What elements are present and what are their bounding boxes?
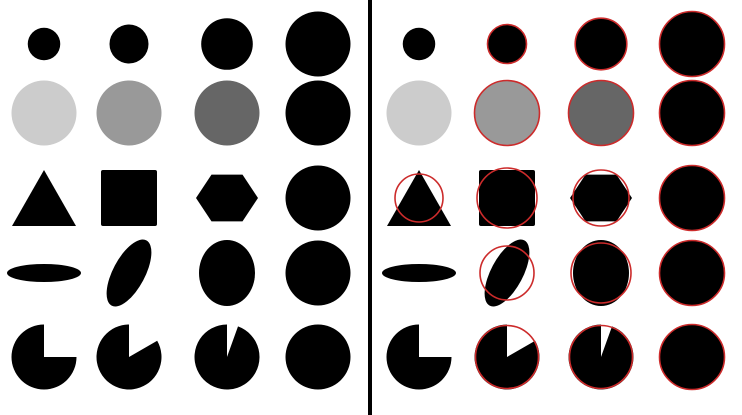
fit-circle-r4-c2	[479, 245, 535, 301]
fit-circle-r3-c3	[572, 169, 630, 227]
shape-r3-c4-circle	[659, 165, 725, 231]
shape-r3-c3-hexagon	[196, 174, 258, 222]
fit-circle-r5-c3	[568, 324, 634, 390]
shape-r5-c2-pie	[474, 324, 540, 390]
fit-circle-r5-c4	[658, 323, 726, 391]
shape-r1-c2-circle	[487, 24, 527, 64]
shape-r1-c4-circle	[285, 11, 351, 77]
shape-r4-c3-ellipse-upright	[199, 240, 255, 306]
shape-r1-c1-circle	[27, 27, 61, 61]
shape-r2-c3-circle	[568, 80, 634, 146]
right-panel	[382, 10, 726, 391]
shape-r5-c3-pie	[568, 324, 634, 390]
fit-circle-r2-c3	[567, 79, 635, 147]
shape-r2-c2-circle	[96, 80, 162, 146]
shape-r4-c4-circle	[659, 240, 725, 306]
shape-r1-c3-circle	[575, 18, 627, 70]
fit-circle-r1-c2	[486, 23, 528, 65]
shape-r2-c2-circle	[474, 80, 540, 146]
fit-circle-r3-c1	[394, 173, 444, 223]
fit-circle-r3-c4	[658, 164, 726, 232]
fit-circle-r4-c3	[570, 242, 632, 304]
panel-divider	[368, 0, 372, 415]
shape-r4-c2-ellipse-tilted	[106, 239, 152, 307]
fit-circle-r2-c4	[658, 79, 726, 147]
fit-circle-r1-c4	[658, 10, 726, 78]
fit-circle-r3-c2	[476, 167, 538, 229]
shape-r4-c1-ellipse-flat	[382, 264, 456, 282]
shape-r5-c2-pie	[96, 324, 162, 390]
shape-r3-c2-square	[101, 170, 157, 226]
shape-r5-c4-circle	[285, 324, 351, 390]
fit-circle-r2-c2	[473, 79, 541, 147]
shape-r1-c3-circle	[201, 18, 253, 70]
shape-r3-c3-hexagon	[570, 174, 632, 222]
shape-r5-c1-pie	[386, 324, 452, 390]
shape-r2-c4-circle	[285, 80, 351, 146]
shape-r2-c3-circle	[194, 80, 260, 146]
shape-r3-c4-circle	[285, 165, 351, 231]
shape-r2-c4-circle	[659, 80, 725, 146]
fit-circle-r1-c3	[574, 17, 628, 71]
shape-r2-c1-circle	[11, 80, 77, 146]
shape-r1-c4-circle	[659, 11, 725, 77]
shape-r4-c2-ellipse-tilted	[484, 239, 530, 307]
shape-r2-c1-circle	[386, 80, 452, 146]
shape-r3-c2-square	[479, 170, 535, 226]
shape-r5-c3-pie	[194, 324, 260, 390]
shape-r1-c2-circle	[109, 24, 149, 64]
shape-r5-c1-pie	[11, 324, 77, 390]
shape-r3-c1-triangle	[387, 170, 451, 226]
shape-r4-c4-circle	[285, 240, 351, 306]
shape-r3-c1-triangle	[12, 170, 76, 226]
shape-r4-c1-ellipse-flat	[7, 264, 81, 282]
fit-circle-r5-c2	[474, 324, 540, 390]
shape-r1-c1-circle	[402, 27, 436, 61]
shape-r4-c3-ellipse-upright	[573, 240, 629, 306]
fit-circle-r4-c4	[658, 239, 726, 307]
left-panel	[7, 11, 351, 390]
shape-r5-c4-circle	[659, 324, 725, 390]
